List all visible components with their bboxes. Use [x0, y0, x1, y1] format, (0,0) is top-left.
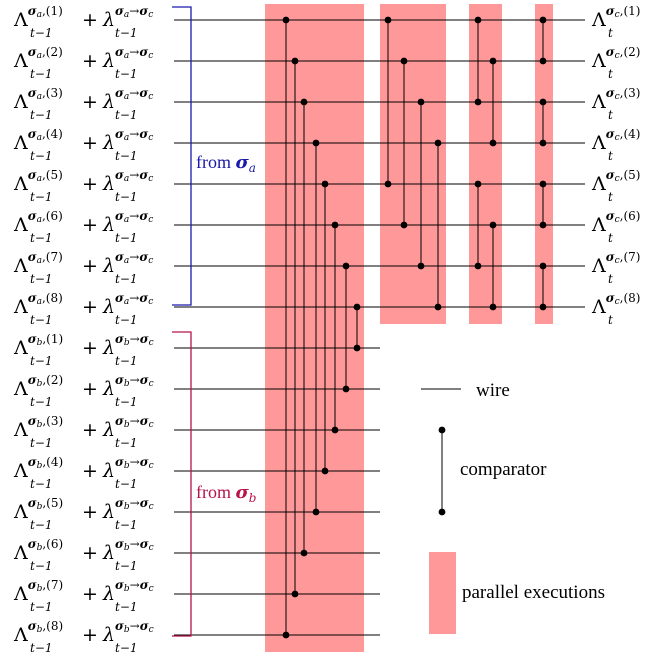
input-label-a-7: Λσa,(7) t−1+ λσa→σc t−1: [13, 250, 153, 286]
input-label-a-1: Λσa,(1) t−1+ λσa→σc t−1: [13, 4, 153, 40]
input-label-b-6: Λσb,(6) t−1+ λσb→σc t−1: [13, 537, 154, 573]
parallel-stage-1: [265, 4, 364, 652]
input-label-b-5: Λσb,(5) t−1+ λσb→σc t−1: [13, 496, 154, 532]
comparator-dot: [400, 57, 408, 65]
comparator-dot: [539, 139, 547, 147]
parallel-stage-4: [535, 4, 553, 324]
output-label-2: Λσc,(2) t: [591, 45, 640, 81]
output-label-3: Λσc,(3) t: [591, 86, 640, 122]
bracket-from-sigma-a: from σa: [172, 6, 256, 306]
comparator-dot: [434, 303, 442, 311]
comparator-dot: [342, 385, 350, 393]
comparator-dot: [282, 16, 290, 24]
comparator-dot: [384, 180, 392, 188]
comparator-dot: [331, 221, 339, 229]
parallel-stage-3: [469, 4, 502, 324]
comparator-dot: [321, 467, 329, 475]
legend-comparator-dot-bottom: [438, 508, 446, 516]
legend-comparator-dot-top: [438, 426, 446, 434]
parallel-stage-2: [380, 4, 446, 324]
from-sigma-a-label: from σa: [196, 152, 256, 175]
comparator-dot: [539, 221, 547, 229]
comparator-dot: [539, 16, 547, 24]
comparator-dot: [489, 221, 497, 229]
comparator-dot: [342, 262, 350, 270]
input-label-a-6: Λσa,(6) t−1+ λσa→σc t−1: [13, 209, 153, 245]
input-label-a-5: Λσa,(5) t−1+ λσa→σc t−1: [13, 168, 153, 204]
comparator-dot: [291, 590, 299, 598]
comparator-dot: [539, 262, 547, 270]
legend: wire comparator parallel executions: [421, 380, 605, 634]
comparator-dot: [400, 221, 408, 229]
output-labels: Λσc,(1) t Λσc,(2) t Λσc,(3) t Λσc,(4) t Λσc,(5) t…: [591, 4, 640, 327]
comparator-dot: [312, 508, 320, 516]
comparator-dot: [474, 180, 482, 188]
comparator-dot: [291, 57, 299, 65]
comparator-dot: [417, 98, 425, 106]
comparator-dot: [417, 262, 425, 270]
comparator-dot: [353, 344, 361, 352]
bracket-from-sigma-b: from σb: [172, 331, 256, 637]
comparator-dot: [474, 98, 482, 106]
legend-parallel-swatch: [429, 552, 456, 634]
comparator-dot: [539, 57, 547, 65]
comparator-dot: [474, 262, 482, 270]
comparator-dot: [282, 631, 290, 639]
input-label-b-2: Λσb,(2) t−1+ λσb→σc t−1: [13, 373, 154, 409]
input-label-b-4: Λσb,(4) t−1+ λσb→σc t−1: [13, 455, 154, 491]
legend-parallel-label: parallel executions: [462, 582, 605, 603]
comparator-dot: [331, 426, 339, 434]
comparator-dot: [353, 303, 361, 311]
legend-wire-label: wire: [476, 380, 510, 401]
input-label-a-3: Λσa,(3) t−1+ λσa→σc t−1: [13, 86, 153, 122]
output-label-4: Λσc,(4) t: [591, 127, 640, 163]
input-label-a-8: Λσa,(8) t−1+ λσa→σc t−1: [13, 291, 153, 327]
input-label-a-2: Λσa,(2) t−1+ λσa→σc t−1: [13, 45, 153, 81]
input-label-b-1: Λσb,(1) t−1+ λσb→σc t−1: [13, 332, 154, 368]
input-label-b-3: Λσb,(3) t−1+ λσb→σc t−1: [13, 414, 154, 450]
comparator-dot: [321, 180, 329, 188]
input-label-b-8: Λσb,(8) t−1+ λσb→σc t−1: [13, 619, 154, 654]
comparators: [282, 16, 547, 639]
input-label-a-4: Λσa,(4) t−1+ λσa→σc t−1: [13, 127, 153, 163]
comparator-dot: [474, 16, 482, 24]
comparator-dot: [489, 57, 497, 65]
comparator-dot: [384, 16, 392, 24]
comparator-dot: [489, 303, 497, 311]
comparator-dot: [539, 303, 547, 311]
comparator-dot: [434, 139, 442, 147]
input-label-b-7: Λσb,(7) t−1+ λσb→σc t−1: [13, 578, 154, 614]
output-label-5: Λσc,(5) t: [591, 168, 640, 204]
output-label-8: Λσc,(8) t: [591, 291, 640, 327]
output-label-1: Λσc,(1) t: [591, 4, 640, 40]
comparator-dot: [539, 180, 547, 188]
parallel-stages: [265, 4, 553, 652]
input-labels: Λσa,(1) t−1+ λσa→σc t−1 Λσa,(2) t−1+ λσa→σc t−1…: [13, 4, 154, 654]
output-label-6: Λσc,(6) t: [591, 209, 640, 245]
comparator-dot: [312, 139, 320, 147]
comparator-dot: [300, 549, 308, 557]
comparator-dot: [489, 139, 497, 147]
from-sigma-b-label: from σb: [196, 482, 256, 505]
wires: [174, 19, 585, 636]
output-label-7: Λσc,(7) t: [591, 250, 640, 286]
legend-comparator-label: comparator: [460, 459, 547, 480]
comparator-dot: [539, 98, 547, 106]
comparator-dot: [300, 98, 308, 106]
